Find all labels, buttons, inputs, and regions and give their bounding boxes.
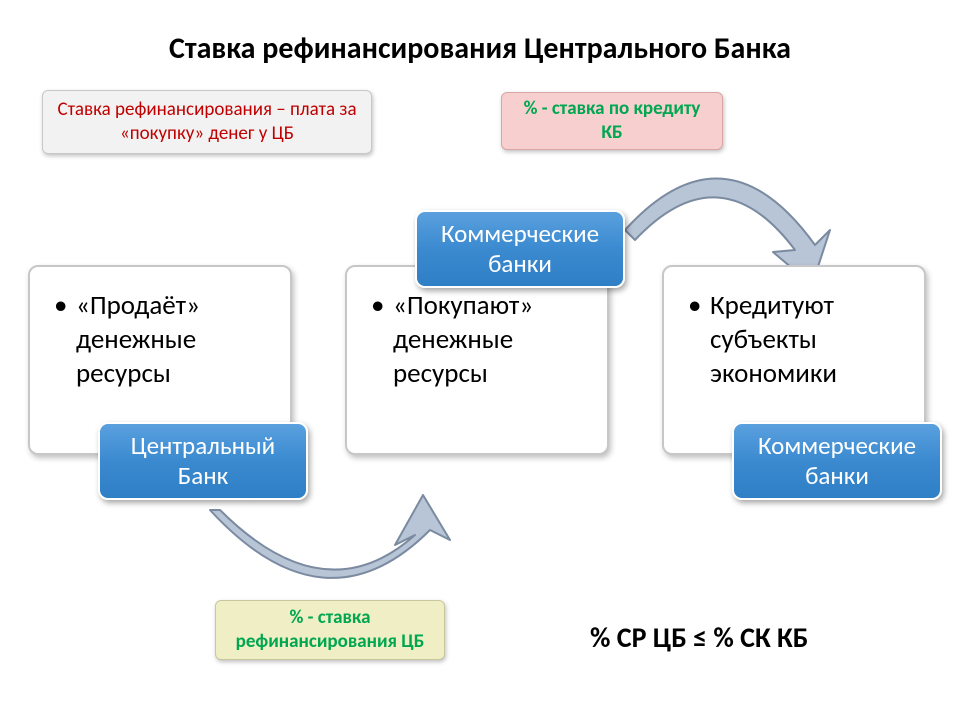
callout-credit-rate-text: % - ставка по кредиту КБ bbox=[524, 97, 701, 145]
label-commercial-banks-bottom-text: Коммерческие банки bbox=[744, 431, 930, 491]
label-central-bank: Центральный Банк bbox=[98, 422, 308, 500]
callout-refinance-rate-text: % - ставка рефинансирования ЦБ bbox=[236, 606, 425, 654]
formula-inequality: % СР ЦБ ≤ % СК КБ bbox=[590, 620, 808, 655]
callout-definition: Ставка рефинансирования – плата за «поку… bbox=[42, 90, 372, 154]
panel-commercial-banks-buy: «Покупают» денежные ресурсы bbox=[345, 265, 609, 455]
callout-credit-rate-line1: % - ставка по кредиту bbox=[524, 97, 701, 120]
label-commercial-banks-top-text: Коммерческие банки bbox=[427, 219, 613, 279]
label-central-bank-text: Центральный Банк bbox=[110, 431, 296, 491]
callout-refinance-rate-line1: % - ставка bbox=[290, 606, 371, 629]
panel-commercial-banks-lend-bullet: Кредитуют субъекты экономики bbox=[688, 289, 906, 390]
label-commercial-banks-bottom: Коммерческие банки bbox=[732, 422, 942, 500]
panel-commercial-banks-buy-bullet: «Покупают» денежные ресурсы bbox=[371, 289, 589, 390]
callout-refinance-rate-line2: рефинансирования ЦБ bbox=[236, 630, 425, 653]
label-commercial-banks-top: Коммерческие банки bbox=[415, 210, 625, 288]
panel-central-bank-bullet: «Продаёт» денежные ресурсы bbox=[54, 289, 272, 390]
callout-refinance-rate: % - ставка рефинансирования ЦБ bbox=[215, 600, 445, 660]
page-title: Ставка рефинансирования Центрального Бан… bbox=[0, 30, 960, 67]
callout-definition-text: Ставка рефинансирования – плата за «поку… bbox=[53, 98, 361, 146]
